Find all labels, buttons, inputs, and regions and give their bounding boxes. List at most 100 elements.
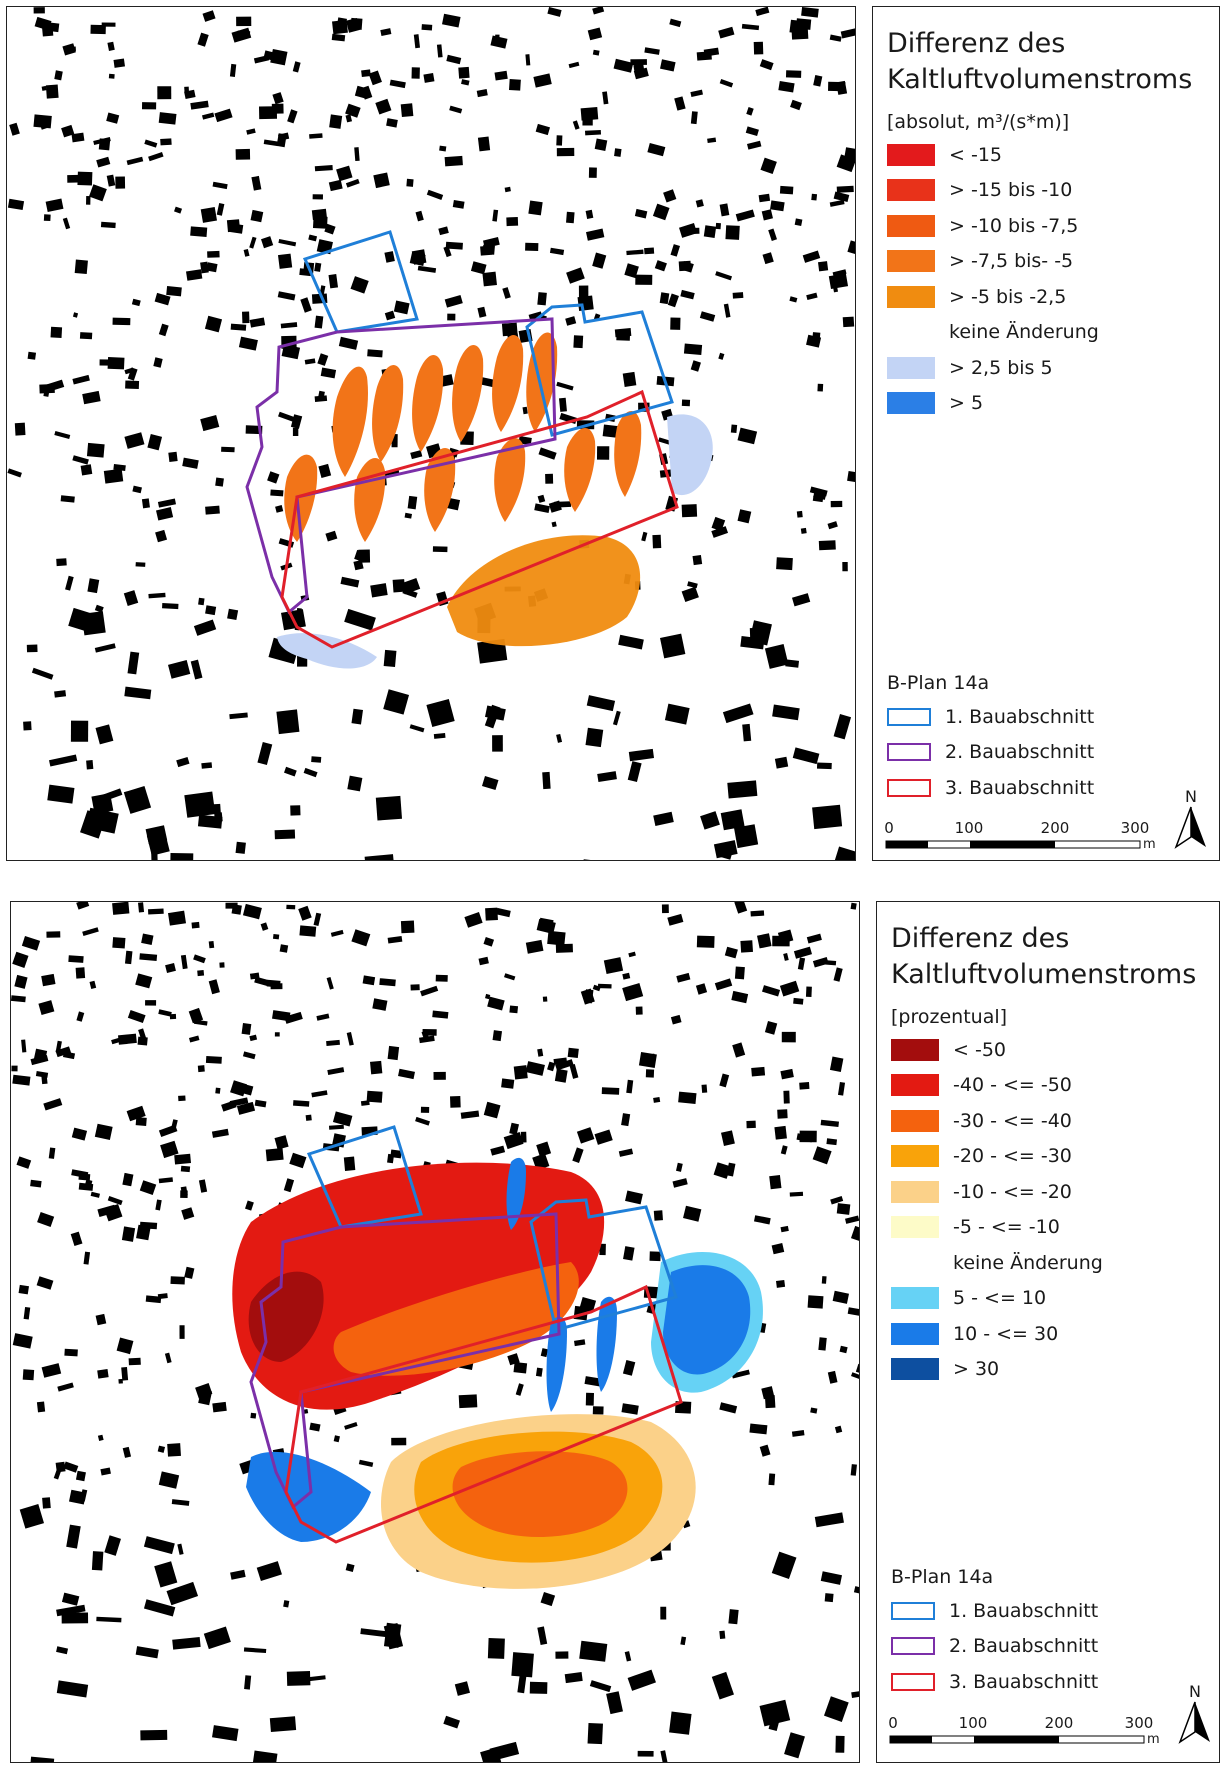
building <box>771 1243 785 1255</box>
building <box>326 1039 340 1046</box>
building <box>276 709 300 735</box>
building <box>793 997 804 1005</box>
building <box>450 1096 461 1108</box>
building <box>423 72 435 83</box>
building <box>542 771 551 790</box>
building <box>83 1251 91 1265</box>
boundary-section-1 <box>306 1125 678 1332</box>
building <box>100 1467 111 1476</box>
map-view[interactable] <box>10 901 860 1763</box>
building <box>780 1145 788 1155</box>
building <box>653 1210 663 1221</box>
building <box>309 1422 321 1432</box>
building <box>21 936 41 951</box>
building <box>587 1723 603 1745</box>
building <box>243 1647 267 1654</box>
building <box>594 1129 613 1145</box>
building <box>581 859 604 860</box>
building <box>162 603 179 610</box>
building <box>76 1011 85 1022</box>
plan-item-label: 3. Bauabschnitt <box>949 1670 1099 1693</box>
building <box>56 558 67 567</box>
building <box>364 854 395 860</box>
building <box>406 178 414 187</box>
building <box>197 970 205 977</box>
legend-class: > -10 bis -7,5 <box>887 208 1099 244</box>
building <box>353 559 364 571</box>
building <box>35 1071 49 1078</box>
building <box>158 323 169 337</box>
building <box>160 138 172 146</box>
legend-class-label: > -7,5 bis- -5 <box>949 250 1074 273</box>
building <box>477 136 491 152</box>
building <box>272 92 284 105</box>
building <box>235 841 246 854</box>
building <box>810 1407 818 1414</box>
building <box>229 63 237 77</box>
building <box>230 1569 246 1580</box>
building <box>719 203 730 217</box>
building <box>678 1091 697 1104</box>
building <box>799 1130 817 1143</box>
building <box>672 1178 688 1188</box>
building <box>118 1378 123 1384</box>
building <box>318 390 325 399</box>
building <box>71 1169 89 1179</box>
building <box>842 316 855 328</box>
building <box>569 1063 579 1079</box>
building <box>336 17 347 33</box>
legend-class: -5 - <= -10 <box>891 1210 1103 1246</box>
building <box>800 527 807 534</box>
building <box>362 975 376 986</box>
building <box>200 261 209 274</box>
building <box>104 1535 121 1556</box>
building <box>41 1363 62 1378</box>
building <box>490 1145 506 1156</box>
building <box>731 1369 750 1379</box>
building <box>393 300 410 315</box>
building <box>664 703 690 725</box>
building <box>329 1124 344 1130</box>
scale-label: 0 <box>888 1714 898 1732</box>
scale-unit: m <box>1143 837 1156 852</box>
map-view[interactable] <box>6 6 856 861</box>
building <box>212 181 228 190</box>
building <box>243 248 250 257</box>
building <box>338 336 359 350</box>
building <box>164 1352 172 1364</box>
building <box>169 1013 177 1020</box>
building <box>532 1153 550 1171</box>
building <box>687 581 698 589</box>
building <box>132 485 142 494</box>
building <box>79 1489 88 1502</box>
building <box>158 112 177 125</box>
building <box>229 1097 249 1107</box>
legend-classes: < -15 > -15 bis -10 > -10 bis -7,5 > -7,… <box>887 137 1099 421</box>
building <box>568 61 580 69</box>
building <box>504 973 516 981</box>
building <box>386 118 398 128</box>
building <box>630 59 647 66</box>
building <box>90 24 106 35</box>
building <box>230 323 247 331</box>
building <box>513 1065 528 1080</box>
building <box>588 167 597 178</box>
building <box>628 951 636 958</box>
plan-item-label: 2. Bauabschnitt <box>945 741 1095 764</box>
north-arrow-icon <box>1174 806 1206 849</box>
building <box>626 1079 634 1094</box>
building <box>94 643 116 653</box>
building <box>421 24 433 31</box>
building <box>72 374 90 385</box>
building <box>794 218 803 227</box>
building <box>263 139 279 147</box>
building <box>46 931 61 938</box>
building <box>50 326 63 338</box>
building <box>279 944 289 953</box>
building <box>547 930 566 946</box>
building <box>41 973 56 987</box>
building <box>504 186 511 193</box>
building <box>384 310 396 321</box>
building <box>45 198 64 212</box>
building <box>96 1616 122 1623</box>
